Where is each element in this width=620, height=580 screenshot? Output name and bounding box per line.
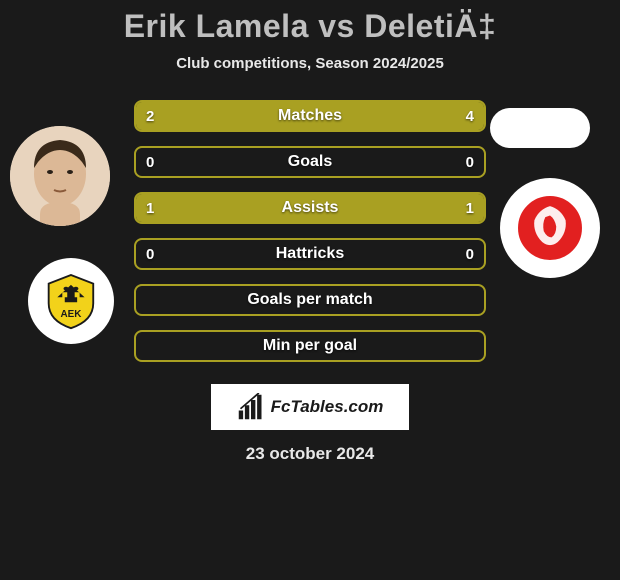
bar-label: Matches xyxy=(278,107,342,125)
stats-bars: 2 Matches 4 0 Goals 0 1 Assists 1 0 Hattricks 0 Goal… xyxy=(134,100,486,362)
player-left-avatar xyxy=(10,126,110,226)
stat-bar: Goals per match xyxy=(134,284,486,316)
stat-bar: 2 Matches 4 xyxy=(134,100,486,132)
player-right-avatar xyxy=(490,108,590,148)
bar-value-left: 0 xyxy=(146,246,154,263)
page-title: Erik Lamela vs DeletiÄ‡ xyxy=(0,8,620,45)
stat-bar: 1 Assists 1 xyxy=(134,192,486,224)
bar-label: Assists xyxy=(282,199,339,217)
stat-bar: 0 Hattricks 0 xyxy=(134,238,486,270)
bar-value-right: 0 xyxy=(466,246,474,263)
bar-value-left: 0 xyxy=(146,154,154,171)
stat-bar: Min per goal xyxy=(134,330,486,362)
bar-label: Goals per match xyxy=(247,291,372,309)
fctables-logo-icon xyxy=(237,393,265,421)
aek-crest-icon: AEK xyxy=(40,270,102,332)
bar-value-right: 1 xyxy=(466,200,474,217)
brand-text: FcTables.com xyxy=(271,397,384,417)
brand-badge: FcTables.com xyxy=(211,384,409,430)
page-subtitle: Club competitions, Season 2024/2025 xyxy=(0,55,620,72)
red-crest-icon xyxy=(511,189,589,267)
bar-value-left: 1 xyxy=(146,200,154,217)
bar-value-right: 4 xyxy=(466,108,474,125)
team-left-crest: AEK xyxy=(28,258,114,344)
bar-value-right: 0 xyxy=(466,154,474,171)
bar-label: Hattricks xyxy=(276,245,344,263)
date-label: 23 october 2024 xyxy=(0,444,620,464)
bar-label: Min per goal xyxy=(263,337,357,355)
stat-bar: 0 Goals 0 xyxy=(134,146,486,178)
bar-value-left: 2 xyxy=(146,108,154,125)
svg-text:AEK: AEK xyxy=(61,309,83,320)
bar-label: Goals xyxy=(288,153,332,171)
team-right-crest xyxy=(500,178,600,278)
player-face-icon xyxy=(10,126,110,226)
